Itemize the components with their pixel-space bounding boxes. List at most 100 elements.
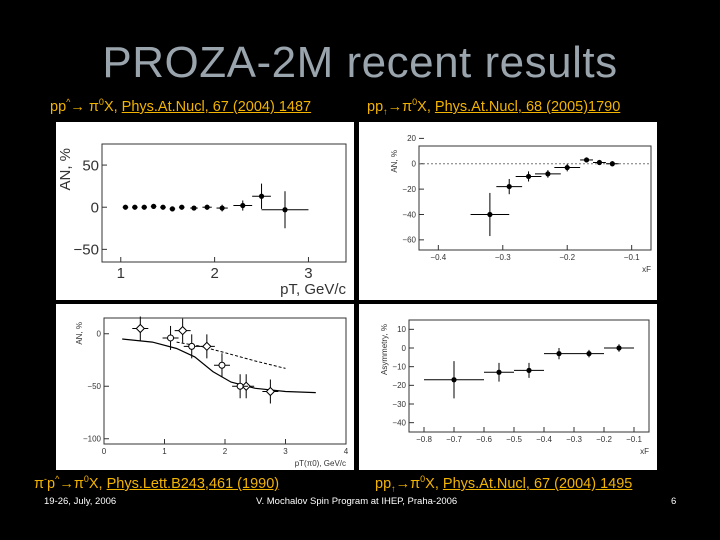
x-tick-label: −0.7 <box>446 435 462 444</box>
x-tick-label: −0.1 <box>624 253 640 262</box>
reference-link[interactable]: Phys.At.Nucl, 67 (2004) 1495 <box>442 475 633 492</box>
data-point <box>204 204 210 210</box>
y-axis-label: AN, % <box>75 322 84 345</box>
chart-an-vs-pt-pion: 0 1 2 3 4 0 −50 −100 pT(π0), GeV/c AN, % <box>75 316 349 468</box>
data-point <box>151 203 157 209</box>
y-tick-label: −40 <box>402 210 416 219</box>
model-curve-solid <box>122 338 316 394</box>
x-tick-label: 2 <box>223 447 228 456</box>
data-point <box>191 205 197 211</box>
plot-frame <box>418 145 652 251</box>
x-tick-label: −0.1 <box>626 435 642 444</box>
y-tick-label: −50 <box>74 242 99 259</box>
footer-page-number: 6 <box>671 496 677 507</box>
data-point-diamond <box>177 325 188 336</box>
plot-panel-bottom-right: −0.8 −0.7 −0.6 −0.5 −0.4 −0.3 −0.2 −0.1 10 0 −10 −2… <box>359 304 657 470</box>
x-tick-label: −0.2 <box>596 435 612 444</box>
y-tick-label: −20 <box>392 381 406 390</box>
y-tick-label: 0 <box>91 199 99 216</box>
reference-link[interactable]: Phys.Lett.B243,461 (1990) <box>106 475 280 492</box>
plot-frame <box>408 319 650 433</box>
plot-panel-top-left: 1 2 3 50 0 −50 pT, GeV/c AN, % <box>56 122 354 300</box>
data-point-circle <box>167 334 175 342</box>
x-tick-label: 4 <box>344 447 349 456</box>
data-point <box>596 159 603 166</box>
data-point <box>169 206 175 212</box>
data-point <box>583 157 590 163</box>
data-point <box>487 211 493 218</box>
data-point <box>496 369 502 375</box>
data-point-diamond <box>265 386 276 397</box>
x-tick-label: 1 <box>162 447 167 456</box>
x-tick-label: −0.5 <box>506 435 522 444</box>
x-axis-label: xF <box>642 265 651 274</box>
data-point <box>525 173 532 180</box>
chart-an-vs-pt: 1 2 3 50 0 −50 pT, GeV/c AN, % <box>57 143 347 298</box>
reference-link[interactable]: Phys.At.Nucl, 67 (2004) 1487 <box>121 98 312 115</box>
x-axis-label: xF <box>640 447 649 456</box>
y-tick-label: −10 <box>392 362 406 371</box>
data-point <box>545 171 551 177</box>
data-point <box>282 207 288 213</box>
x-axis-label: pT(π0), GeV/c <box>295 459 346 468</box>
data-point <box>451 377 457 383</box>
data-point <box>219 205 225 211</box>
x-tick-label: 1 <box>117 265 125 282</box>
data-point <box>556 351 562 357</box>
x-tick-label: −0.8 <box>416 435 432 444</box>
x-tick-label: 3 <box>283 447 288 456</box>
plot-panel-bottom-left: 0 1 2 3 4 0 −50 −100 pT(π0), GeV/c AN, % <box>56 304 354 470</box>
y-tick-label: 20 <box>407 134 416 143</box>
data-point-circle <box>236 382 244 390</box>
data-point <box>526 367 532 373</box>
chart-asymmetry-vs-xf: −0.8 −0.7 −0.6 −0.5 −0.4 −0.3 −0.2 −0.1 10 0 −10 −2… <box>380 319 650 456</box>
y-tick-label: −100 <box>83 435 102 444</box>
caption-bottom-right: pp↑→π0X, Phys.At.Nucl, 67 (2004) 1495 <box>375 474 633 494</box>
y-tick-label: −60 <box>402 236 416 245</box>
plot-panel-top-right: −0.4 −0.3 −0.2 −0.1 20 0 −20 −40 −60 xF AN, % <box>359 122 657 300</box>
data-point <box>506 183 512 190</box>
reference-link[interactable]: Phys.At.Nucl, 68 (2005)1790 <box>434 98 621 115</box>
data-point <box>132 204 138 210</box>
y-axis-label: Asymmetry, % <box>380 324 389 375</box>
caption-bottom-left: π-p^→π0X, Phys.Lett.B243,461 (1990) <box>34 474 280 492</box>
x-tick-label: 3 <box>304 265 312 282</box>
y-tick-label: −50 <box>87 382 101 391</box>
data-point-diamond <box>135 323 146 334</box>
y-tick-label: 50 <box>82 157 99 174</box>
data-point <box>564 164 570 171</box>
data-point <box>609 161 615 167</box>
x-tick-label: −0.2 <box>559 253 575 262</box>
data-point-circle <box>218 361 226 369</box>
x-tick-label: 0 <box>102 447 107 456</box>
y-tick-label: 0 <box>402 344 407 353</box>
x-axis-label: pT, GeV/c <box>280 281 346 298</box>
x-tick-label: −0.3 <box>495 253 511 262</box>
y-tick-label: −20 <box>402 185 416 194</box>
data-point <box>141 204 147 210</box>
footer-center: V. Mochalov Spin Program at IHEP, Praha-… <box>256 496 458 507</box>
x-tick-label: −0.4 <box>536 435 552 444</box>
data-point <box>160 204 166 210</box>
data-point <box>122 204 129 210</box>
y-tick-label: −40 <box>392 418 406 427</box>
y-axis-label: AN, % <box>57 148 74 191</box>
y-tick-label: −30 <box>392 400 406 409</box>
x-tick-label: 2 <box>210 265 218 282</box>
data-point <box>586 351 592 357</box>
x-tick-label: −0.4 <box>430 253 446 262</box>
footer-date: 19-26, July, 2006 <box>44 496 117 507</box>
data-point <box>240 202 246 209</box>
x-tick-label: −0.3 <box>566 435 582 444</box>
x-tick-label: −0.6 <box>476 435 492 444</box>
data-point-diamond <box>202 341 212 352</box>
data-point-circle <box>188 342 196 350</box>
data-point <box>616 345 622 351</box>
y-tick-label: 0 <box>97 330 102 339</box>
data-point <box>258 193 265 199</box>
y-tick-label: 0 <box>412 160 417 169</box>
slide-title: PROZA-2M recent results <box>102 38 618 87</box>
y-axis-label: AN, % <box>390 150 399 173</box>
y-tick-label: 10 <box>397 325 406 334</box>
plot-frame <box>101 143 347 263</box>
